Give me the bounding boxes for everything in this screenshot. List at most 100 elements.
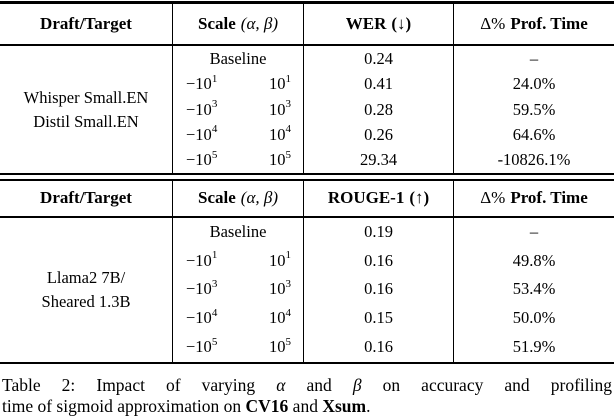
table1-bottom-rule: [0, 173, 614, 175]
beta-value: 104: [269, 306, 291, 328]
metric-cell: 0.26: [364, 124, 393, 144]
draft-model-name: Whisper Small.EN: [23, 87, 149, 107]
metric-cell: 0.24: [364, 48, 393, 68]
caption-text: time of sigmoid approximation on: [2, 396, 246, 416]
header-prof-time: Δ% Prof. Time: [453, 4, 614, 44]
target-model-name: Sheared 1.3B: [41, 291, 131, 311]
scale-column: Baseline −101 101 −103 103 −104 104 −105 105: [172, 46, 303, 173]
alpha-value: −105: [186, 335, 218, 357]
header-prof-time-label: Prof. Time: [510, 188, 588, 207]
header-prof-time: Δ% Prof. Time: [453, 180, 614, 216]
scale-baseline-cell: Baseline: [173, 218, 303, 247]
delta-cell: 51.9%: [512, 337, 556, 357]
dataset-cv16: CV16: [245, 396, 289, 416]
alpha-value: −103: [186, 277, 218, 299]
alpha-symbol: α: [276, 374, 286, 395]
beta-value: 104: [269, 123, 291, 144]
header-draft-target: Draft/Target: [0, 181, 172, 216]
alpha-value: −104: [186, 306, 218, 328]
scale-pair-cell: −104 104: [173, 122, 303, 147]
beta-value: 101: [269, 249, 291, 270]
beta-symbol: β: [352, 374, 362, 395]
header-scale-label: Scale: [198, 188, 236, 207]
metric-cell: 0.41: [364, 74, 393, 94]
scale-value: Baseline: [209, 221, 267, 241]
header-scale-math: (α, β): [240, 14, 278, 33]
metric-column: 0.24 0.41 0.28 0.26 29.34: [303, 46, 453, 173]
target-model-name: Distil Small.EN: [33, 111, 139, 131]
scale-pair-cell: −101 101: [173, 246, 303, 275]
wer-table-header-row: Draft/Target Scale (α, β) WER (↓) Δ% Pro…: [0, 4, 614, 44]
scale-column: Baseline −101 101 −103 103 −104 104 −105 105: [172, 217, 303, 362]
up-arrow-icon: (↑): [409, 188, 430, 207]
header-draft-target-label: Draft/Target: [40, 188, 132, 207]
dataset-xsum: Xsum: [322, 396, 367, 416]
delta-cell: 59.5%: [512, 99, 556, 119]
alpha-value: −101: [186, 72, 218, 94]
alpha-value: −104: [186, 123, 218, 144]
header-draft-target: Draft/Target: [0, 4, 172, 44]
scale-pair-cell: −104 104: [173, 304, 303, 333]
beta-value: 103: [269, 277, 291, 299]
delta-column: – 49.8% 53.4% 50.0% 51.9%: [453, 217, 614, 362]
header-draft-target-label: Draft/Target: [40, 14, 132, 33]
draft-target-cell: Llama2 7B/ Sheared 1.3B: [0, 218, 172, 362]
scale-baseline-cell: Baseline: [173, 46, 303, 71]
double-rule-gap: [0, 174, 614, 179]
delta-cell: 50.0%: [512, 308, 556, 328]
header-scale: Scale (α, β): [172, 4, 303, 44]
header-wer-label: WER: [345, 14, 387, 33]
alpha-value: −103: [186, 98, 218, 119]
caption-text: and: [288, 396, 323, 416]
scale-pair-cell: −101 101: [173, 71, 303, 96]
header-rule: [0, 44, 614, 46]
scale-pair-cell: −105 105: [173, 333, 303, 362]
table2-top-rule: [0, 179, 614, 181]
top-rule: [0, 1, 614, 4]
scale-value: Baseline: [209, 48, 267, 68]
header-rouge-label: ROUGE-1: [327, 188, 405, 207]
alpha-value: −105: [186, 148, 218, 170]
delta-cell: –: [529, 221, 539, 241]
caption-text: on accuracy and profiling: [361, 374, 612, 395]
metric-column: 0.19 0.16 0.16 0.15 0.16: [303, 217, 453, 362]
metric-cell: 0.28: [364, 99, 393, 119]
header-prof-time-label: Prof. Time: [510, 14, 588, 33]
draft-target-cell: Whisper Small.EN Distil Small.EN: [0, 46, 172, 173]
beta-value: 105: [269, 335, 291, 357]
metric-cell: 0.15: [364, 308, 393, 328]
caption-line-1: Table 2: Impact of varying α and β on ac…: [2, 375, 612, 397]
wer-table: Draft/Target Scale (α, β) WER (↓) Δ% Pro…: [0, 4, 614, 173]
table2-bottom-rule: [0, 361, 614, 364]
delta-percent-symbol: Δ%: [480, 188, 506, 207]
beta-value: 105: [269, 148, 291, 170]
wer-table-body: Whisper Small.EN Distil Small.EN Baselin…: [0, 46, 614, 173]
delta-percent-symbol: Δ%: [480, 14, 506, 33]
metric-cell: 0.16: [364, 250, 393, 270]
delta-cell: 64.6%: [512, 124, 556, 144]
header-scale-label: Scale: [198, 14, 236, 33]
beta-value: 103: [269, 98, 291, 119]
scale-pair-cell: −103 103: [173, 97, 303, 122]
caption-line-2: time of sigmoid approximation on CV16 an…: [2, 396, 612, 418]
delta-cell: 49.8%: [512, 250, 556, 270]
scale-pair-cell: −103 103: [173, 275, 303, 304]
header-rouge: ROUGE-1 (↑): [303, 180, 453, 216]
metric-cell: 0.16: [364, 337, 393, 357]
metric-cell: 0.19: [364, 221, 393, 241]
draft-model-name: Llama2 7B/: [46, 267, 126, 287]
beta-value: 101: [269, 72, 291, 94]
delta-cell: 53.4%: [512, 279, 556, 299]
down-arrow-icon: (↓): [391, 14, 412, 33]
rouge-table-body: Llama2 7B/ Sheared 1.3B Baseline −101 101−…: [0, 217, 614, 362]
header-scale: Scale (α, β): [172, 180, 303, 216]
caption-text: and: [285, 374, 353, 395]
scale-pair-cell: −105 105: [173, 148, 303, 173]
rouge-table: Draft/Target Scale (α, β) ROUGE-1 (↑) Δ%…: [0, 180, 614, 362]
metric-cell: 29.34: [359, 150, 398, 170]
header-rule: [0, 215, 614, 218]
metric-cell: 0.16: [364, 279, 393, 299]
caption-text: .: [366, 396, 371, 416]
alpha-value: −101: [186, 249, 218, 270]
